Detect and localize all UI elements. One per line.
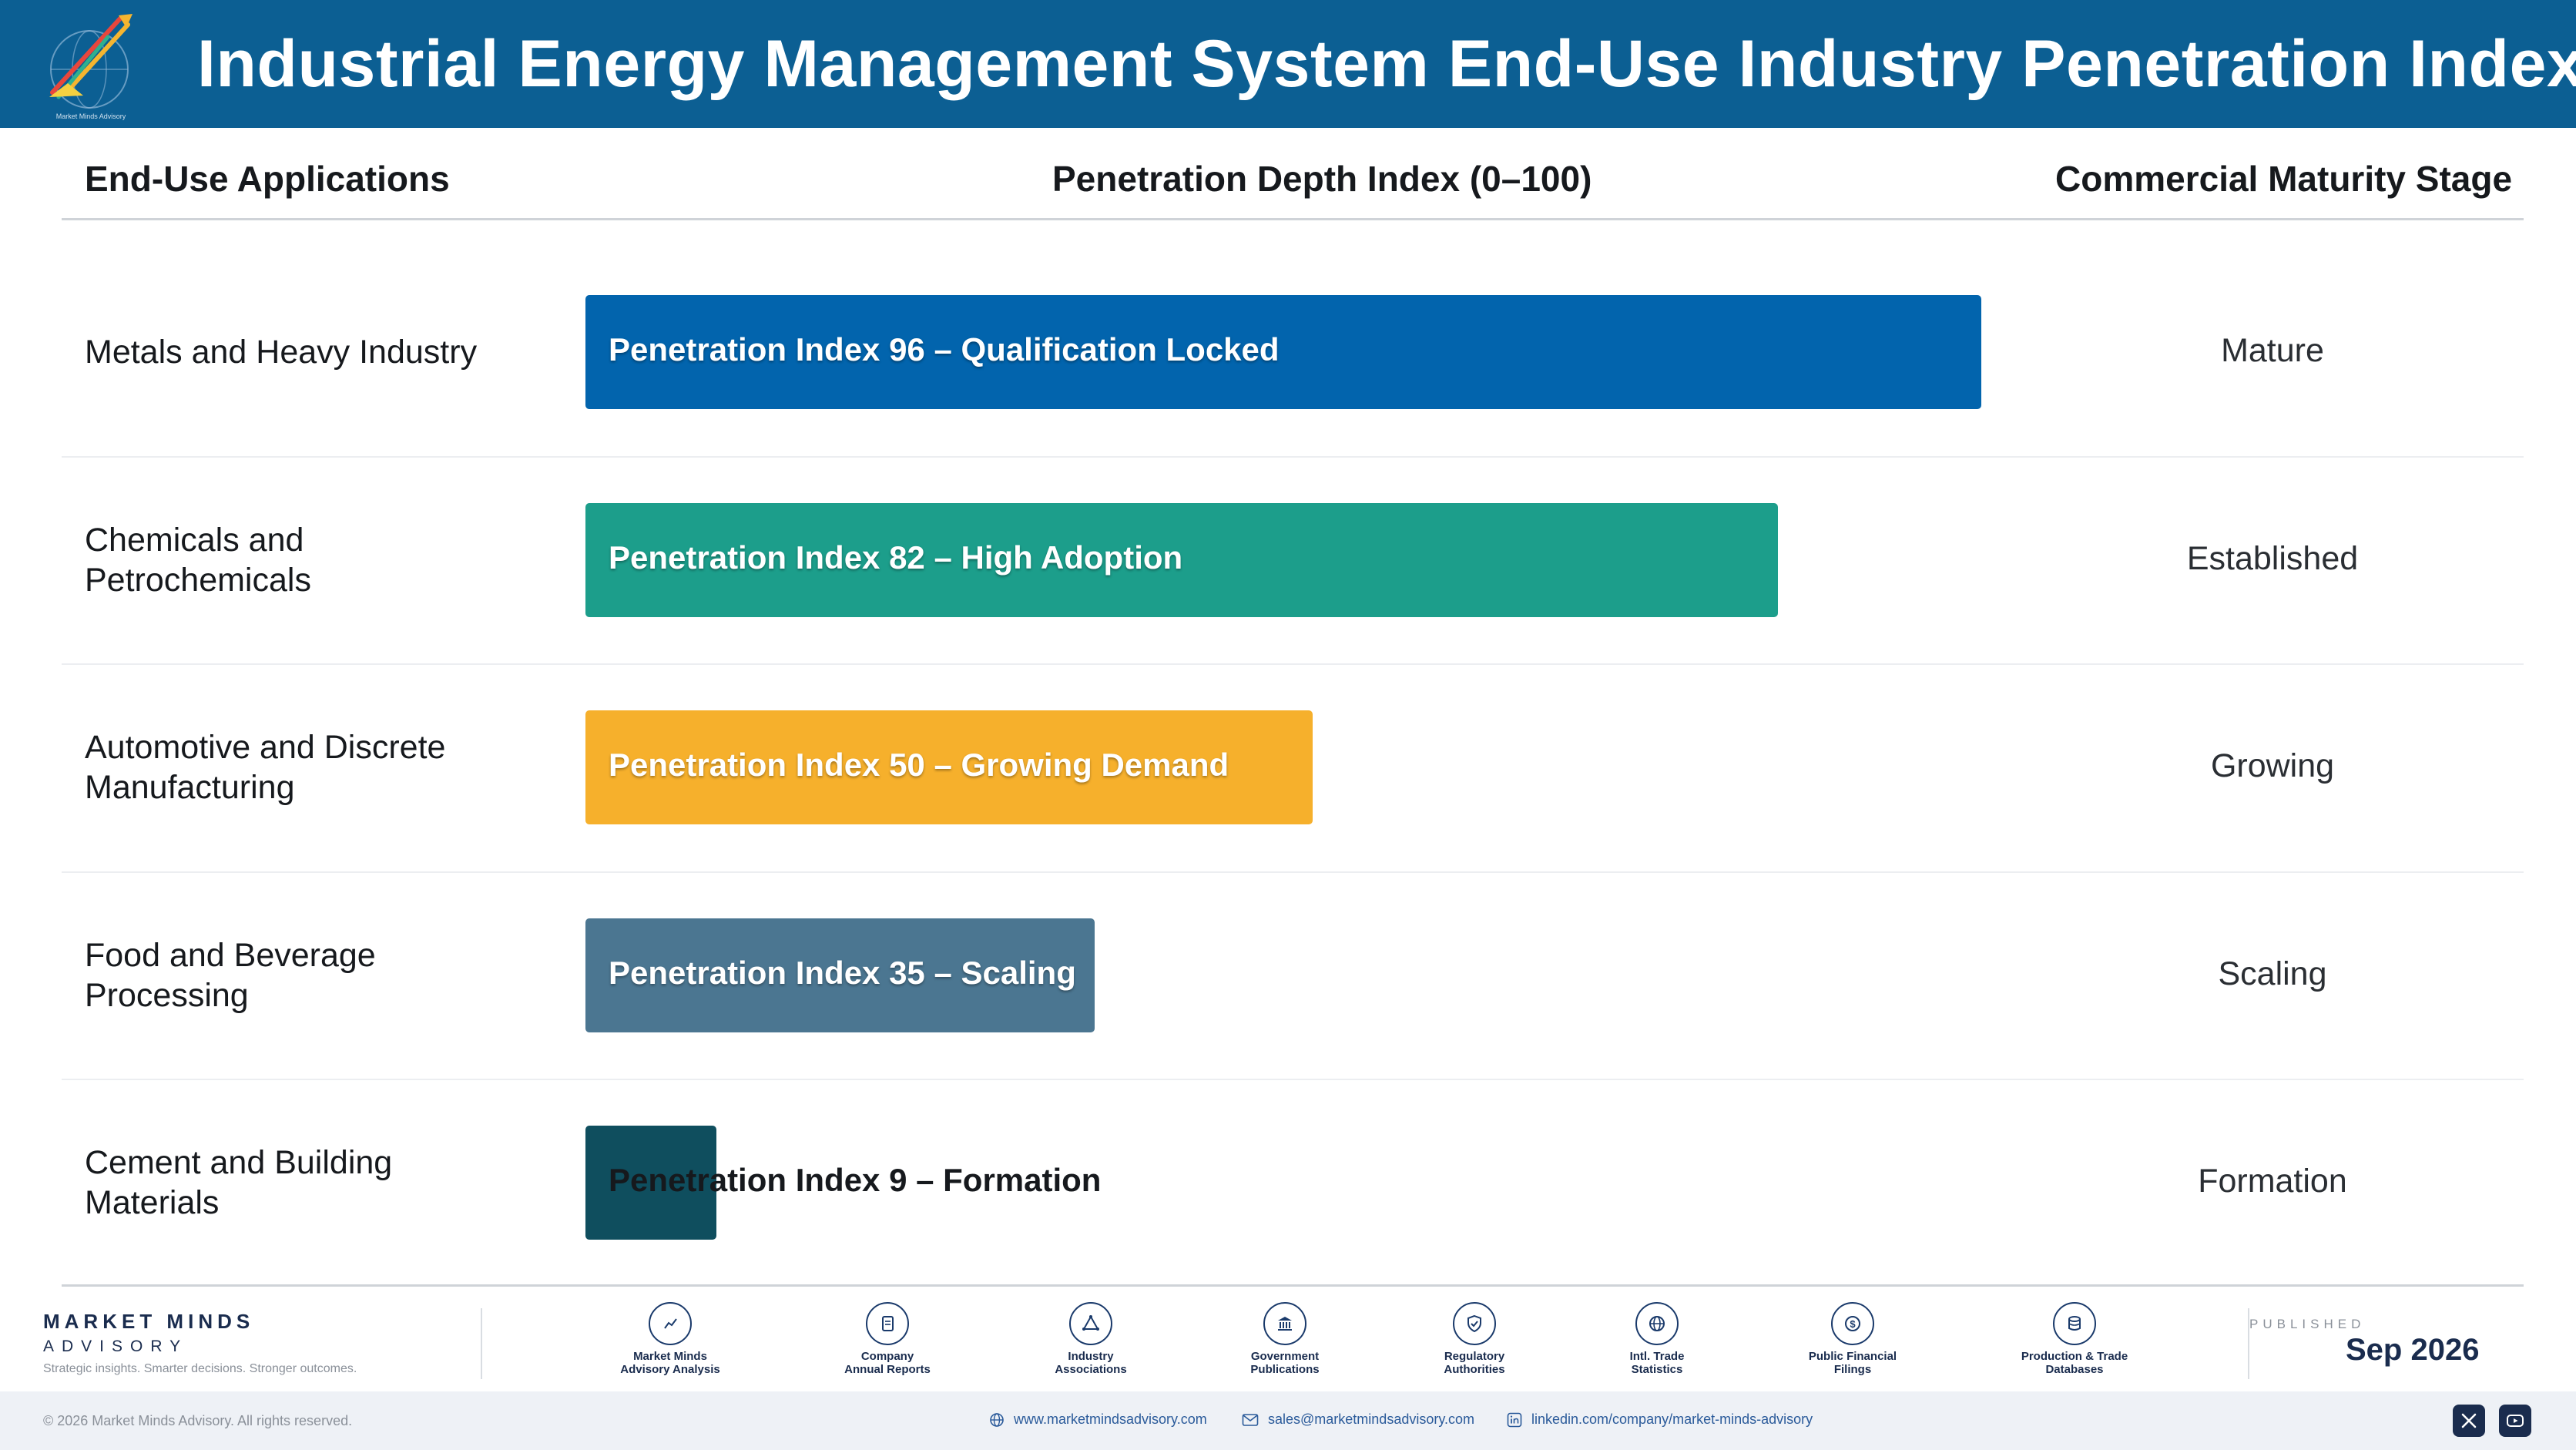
footer-brand-sub: ADVISORY	[43, 1338, 189, 1355]
youtube-icon	[2507, 1415, 2524, 1427]
maturity-stage: Formation	[2198, 1163, 2347, 1200]
header-divider	[62, 218, 2524, 220]
row-label: Automotive and Discrete Manufacturing	[85, 729, 446, 806]
mail-icon	[1242, 1413, 1259, 1426]
column-header-applications: End-Use Applications	[85, 159, 450, 199]
source-item: Production & Trade Databases	[1997, 1302, 2152, 1376]
source-item: Industry Associations	[1014, 1302, 1168, 1376]
row-label: Chemicals and Petrochemicals	[85, 521, 311, 599]
x-logo-icon	[2461, 1413, 2477, 1428]
page-title: Industrial Energy Management System End-…	[197, 27, 2576, 101]
penetration-bar	[585, 918, 1095, 1032]
dollar-coin-icon: $	[1831, 1302, 1874, 1345]
website-link[interactable]: www.marketmindsadvisory.com	[989, 1411, 1207, 1428]
linkedin-link[interactable]: linkedin.com/company/market-minds-adviso…	[1507, 1411, 1813, 1428]
trend-chart-icon	[649, 1302, 692, 1345]
row-divider	[62, 456, 2524, 458]
header-bar: Market Minds Advisory Industrial Energy …	[0, 0, 2576, 128]
email-link[interactable]: sales@marketmindsadvisory.com	[1242, 1411, 1474, 1428]
source-label: Intl. Trade Statistics	[1629, 1350, 1685, 1376]
bar-data-label: Penetration Index 50 – Growing Demand	[609, 747, 1229, 783]
svg-text:Market Minds Advisory: Market Minds Advisory	[56, 112, 126, 120]
footer-divider-right	[2248, 1308, 2249, 1379]
source-item: Company Annual Reports	[810, 1302, 964, 1376]
footer-divider-left	[481, 1308, 482, 1379]
source-item: Intl. Trade Statistics	[1580, 1302, 1734, 1376]
x-social-button[interactable]	[2453, 1405, 2485, 1437]
column-header-index: Penetration Depth Index (0–100)	[1052, 159, 1592, 199]
published-date: Sep 2026	[2346, 1333, 2480, 1367]
network-icon	[1069, 1302, 1112, 1345]
row-divider	[62, 871, 2524, 873]
linkedin-text: linkedin.com/company/market-minds-adviso…	[1531, 1411, 1813, 1427]
document-icon	[866, 1302, 909, 1345]
shield-check-icon	[1453, 1302, 1496, 1345]
maturity-stage: Growing	[2210, 747, 2335, 784]
bar-data-label: Penetration Index 9 – Formation	[609, 1162, 1102, 1198]
source-item: Government Publications	[1208, 1302, 1362, 1376]
chart-bottom-divider	[62, 1284, 2524, 1287]
row-label: Food and Beverage Processing	[85, 936, 376, 1014]
linkedin-icon	[1507, 1412, 1522, 1427]
footer-brand-name: MARKET MINDS	[43, 1310, 255, 1333]
source-label: Company Annual Reports	[844, 1350, 931, 1376]
source-label: Regulatory Authorities	[1444, 1350, 1505, 1376]
footer-tagline: Strategic insights. Smarter decisions. S…	[43, 1362, 357, 1375]
column-header-stage: Commercial Maturity Stage	[2055, 159, 2513, 199]
email-text: sales@marketmindsadvisory.com	[1268, 1411, 1475, 1427]
penetration-bar	[585, 1126, 716, 1240]
maturity-stage: Scaling	[2218, 955, 2327, 992]
bar-data-label: Penetration Index 82 – High Adoption	[609, 539, 1183, 576]
youtube-social-button[interactable]	[2499, 1405, 2531, 1437]
company-logo: Market Minds Advisory	[49, 14, 132, 120]
row-divider	[62, 663, 2524, 665]
source-item: Regulatory Authorities	[1397, 1302, 1551, 1376]
published-label: PUBLISHED	[2249, 1317, 2366, 1331]
database-icon	[2053, 1302, 2096, 1345]
svg-text:$: $	[1850, 1318, 1856, 1330]
bar-data-label: Penetration Index 96 – Qualification Loc…	[609, 331, 1280, 368]
row-divider	[62, 1079, 2524, 1080]
website-text: www.marketmindsadvisory.com	[1014, 1411, 1207, 1427]
penetration-bar	[585, 295, 1981, 409]
globe-icon	[990, 1412, 1004, 1427]
source-label: Public Financial Filings	[1808, 1350, 1897, 1376]
row-label: Cement and Building Materials	[85, 1144, 393, 1221]
row-label: Metals and Heavy Industry	[85, 334, 478, 371]
source-label: Government Publications	[1250, 1350, 1320, 1376]
penetration-bar	[585, 710, 1313, 824]
source-label: Industry Associations	[1055, 1350, 1127, 1376]
government-building-icon	[1263, 1302, 1306, 1345]
bar-data-label: Penetration Index 35 – Scaling	[609, 954, 1076, 991]
maturity-stage: Established	[2186, 539, 2359, 577]
source-item: Market Minds Advisory Analysis	[593, 1302, 747, 1376]
footer-bottom-bar	[0, 1391, 2576, 1450]
maturity-stage: Mature	[2221, 332, 2324, 369]
copyright-text: © 2026 Market Minds Advisory. All rights…	[43, 1413, 353, 1428]
source-label: Production & Trade Databases	[2021, 1350, 2128, 1376]
source-label: Market Minds Advisory Analysis	[620, 1350, 720, 1376]
penetration-bar	[585, 502, 1778, 617]
source-item: $ Public Financial Filings	[1776, 1302, 1930, 1376]
globe-icon	[1635, 1302, 1679, 1345]
